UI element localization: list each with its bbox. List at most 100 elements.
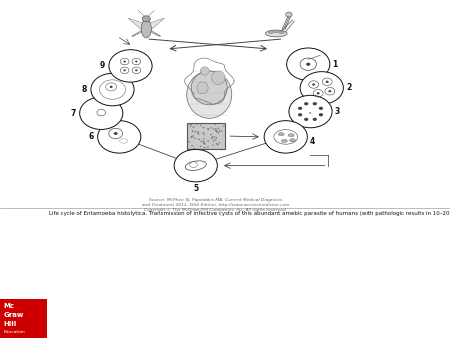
Circle shape	[216, 143, 217, 144]
Text: 8: 8	[82, 85, 87, 94]
Circle shape	[306, 63, 310, 66]
Circle shape	[313, 118, 317, 121]
Circle shape	[216, 131, 218, 132]
Circle shape	[211, 138, 213, 139]
Circle shape	[197, 131, 199, 132]
Circle shape	[203, 143, 205, 144]
Circle shape	[135, 61, 138, 63]
Circle shape	[213, 136, 215, 138]
Circle shape	[304, 102, 308, 105]
Circle shape	[207, 128, 209, 129]
Circle shape	[114, 132, 117, 135]
Text: 3: 3	[335, 107, 340, 116]
Circle shape	[312, 83, 315, 86]
Ellipse shape	[266, 30, 287, 37]
Circle shape	[198, 134, 199, 135]
Circle shape	[319, 107, 323, 110]
Circle shape	[317, 92, 319, 94]
Circle shape	[304, 118, 308, 121]
Text: Hill: Hill	[3, 321, 16, 328]
Circle shape	[91, 73, 134, 106]
Circle shape	[204, 143, 206, 145]
Circle shape	[207, 140, 209, 142]
Circle shape	[110, 86, 112, 88]
Circle shape	[80, 97, 123, 129]
Ellipse shape	[141, 20, 151, 38]
Text: a: a	[309, 111, 312, 115]
Ellipse shape	[212, 71, 225, 84]
Circle shape	[200, 146, 202, 147]
Ellipse shape	[288, 134, 294, 137]
Circle shape	[174, 149, 217, 182]
Circle shape	[192, 130, 194, 132]
Bar	[0, 299, 47, 338]
Circle shape	[223, 125, 225, 127]
Circle shape	[213, 140, 215, 142]
Circle shape	[198, 139, 200, 140]
Circle shape	[123, 69, 126, 71]
Text: Graw: Graw	[3, 312, 23, 318]
Circle shape	[287, 48, 330, 80]
Text: Mc: Mc	[3, 303, 14, 309]
Text: 4: 4	[310, 137, 315, 146]
Text: 7: 7	[71, 109, 76, 118]
Circle shape	[219, 142, 220, 143]
Circle shape	[190, 124, 192, 125]
Circle shape	[194, 148, 195, 149]
Circle shape	[200, 124, 202, 126]
Text: 6: 6	[89, 132, 94, 141]
Circle shape	[198, 132, 199, 134]
Circle shape	[203, 134, 205, 135]
Circle shape	[194, 131, 196, 132]
Ellipse shape	[278, 132, 284, 136]
Circle shape	[189, 125, 191, 126]
Text: 2: 2	[346, 83, 351, 92]
Circle shape	[135, 69, 138, 71]
Text: 5: 5	[193, 184, 198, 193]
Polygon shape	[146, 18, 165, 29]
Circle shape	[207, 129, 209, 130]
Circle shape	[220, 130, 222, 132]
Circle shape	[191, 136, 193, 137]
Circle shape	[298, 107, 302, 110]
Circle shape	[212, 145, 214, 146]
Circle shape	[264, 121, 307, 153]
Ellipse shape	[187, 71, 232, 118]
Circle shape	[187, 146, 189, 147]
Ellipse shape	[289, 139, 296, 142]
Circle shape	[203, 141, 205, 143]
Circle shape	[191, 137, 193, 138]
Circle shape	[319, 113, 323, 116]
Circle shape	[213, 128, 215, 129]
Circle shape	[215, 139, 216, 140]
Circle shape	[289, 95, 332, 128]
Circle shape	[215, 128, 217, 129]
Circle shape	[286, 12, 292, 17]
Circle shape	[215, 130, 216, 131]
Text: Education: Education	[3, 330, 25, 334]
Circle shape	[210, 134, 212, 135]
Circle shape	[216, 137, 217, 138]
Circle shape	[203, 142, 205, 144]
Polygon shape	[128, 18, 146, 29]
Circle shape	[191, 145, 193, 146]
Circle shape	[313, 102, 317, 105]
Text: Source: McPhee SJ, Papadakis MA. Current Medical Diagnosis
and Treatment 2011, 5: Source: McPhee SJ, Papadakis MA. Current…	[142, 198, 290, 212]
Circle shape	[201, 141, 203, 142]
Circle shape	[204, 147, 206, 148]
Circle shape	[203, 138, 205, 140]
Ellipse shape	[274, 30, 279, 33]
Circle shape	[217, 144, 219, 145]
Circle shape	[193, 126, 194, 128]
Circle shape	[194, 138, 196, 139]
Circle shape	[192, 131, 194, 132]
Circle shape	[216, 130, 217, 131]
Text: 1: 1	[333, 60, 338, 69]
Circle shape	[326, 81, 328, 83]
Circle shape	[109, 50, 152, 82]
Circle shape	[211, 127, 212, 128]
Text: 9: 9	[100, 62, 105, 70]
Circle shape	[188, 141, 190, 142]
Circle shape	[142, 16, 150, 22]
Circle shape	[123, 61, 126, 63]
